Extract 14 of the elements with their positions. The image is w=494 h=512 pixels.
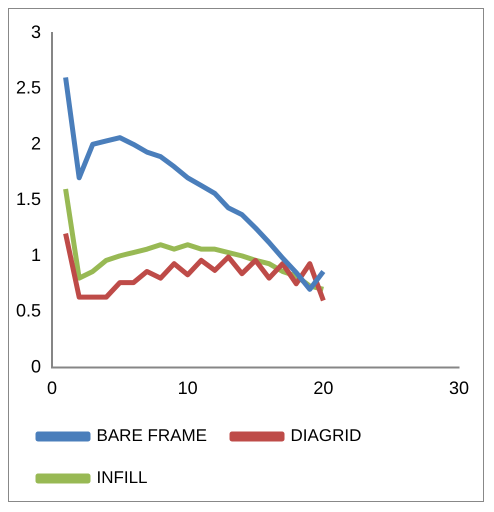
y-tick-label: 1.5 bbox=[16, 189, 42, 210]
x-tick-label: 10 bbox=[178, 378, 198, 398]
x-tick-label: 30 bbox=[448, 378, 470, 398]
y-tick-label: 2 bbox=[31, 133, 42, 154]
x-tick-label: 0 bbox=[47, 378, 58, 398]
legend-label: DIAGRID bbox=[290, 426, 362, 446]
y-tick-label: 1 bbox=[31, 244, 42, 265]
legend-label: BARE FRAME bbox=[96, 426, 208, 446]
y-tick-label: 3 bbox=[31, 22, 42, 42]
x-tick-label: 20 bbox=[313, 378, 334, 398]
y-tick-label: 0.5 bbox=[16, 300, 42, 321]
legend-label: INFILL bbox=[96, 468, 148, 488]
y-tick-label: 2.5 bbox=[16, 78, 42, 98]
y-tick-label: 0 bbox=[31, 356, 42, 376]
